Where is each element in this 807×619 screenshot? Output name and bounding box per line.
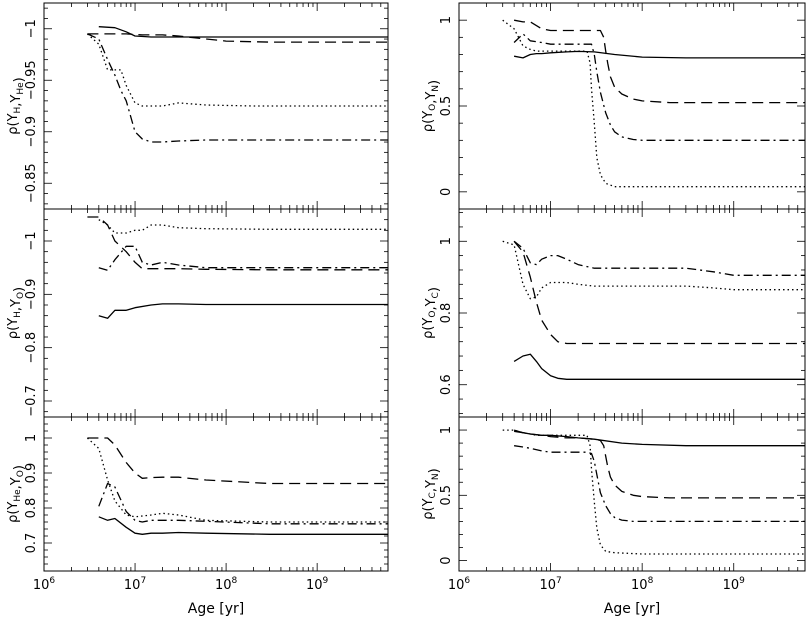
series-line-dashdot bbox=[513, 240, 805, 276]
series-line-solid bbox=[513, 50, 805, 59]
series-line-dotted bbox=[502, 19, 805, 188]
y-tick-label: 0 bbox=[439, 556, 454, 564]
series-line-solid bbox=[513, 353, 805, 380]
panel-right-1-frame bbox=[458, 2, 806, 210]
y-tick-label: −0.8 bbox=[24, 332, 39, 364]
x-tick-label: 109 bbox=[723, 576, 746, 593]
x-tick-label: 108 bbox=[215, 576, 238, 593]
y-tick-label: 0 bbox=[439, 188, 454, 196]
x-tick-label: 107 bbox=[539, 576, 561, 593]
y-tick-label: −1 bbox=[24, 231, 39, 250]
series-line-dotted bbox=[86, 437, 388, 523]
y-tick-label: −1 bbox=[24, 19, 39, 38]
x-tick-label: 106 bbox=[33, 576, 56, 593]
series-line-dashed bbox=[87, 33, 388, 43]
y-tick-label: 0.5 bbox=[439, 96, 454, 117]
y-tick-label: 0.9 bbox=[24, 463, 39, 484]
panel-right-1: 0 0.5 1 ρ(YO,YN) bbox=[421, 2, 806, 210]
x-tick-label: 106 bbox=[448, 576, 471, 593]
y-axis-label: ρ(YHe,YO) bbox=[6, 465, 27, 523]
y-tick-label: 1 bbox=[439, 237, 454, 245]
y-tick-label: 1 bbox=[439, 16, 454, 24]
y-tick-label: 1 bbox=[439, 426, 454, 434]
series-line-dashdot bbox=[98, 245, 388, 271]
y-axis-label: ρ(YH,YHe) bbox=[6, 77, 27, 135]
y-tick-label: −0.9 bbox=[24, 279, 39, 311]
panel-right-2: 0.6 0.8 1 ρ(YO,YC) bbox=[421, 208, 806, 418]
series-line-dashed bbox=[513, 429, 805, 499]
series-line-dashdot bbox=[87, 33, 388, 143]
x-axis-label-right: Age [yr] bbox=[604, 601, 661, 617]
panel-left-1: −1 −0.95 −0.9 −0.85 ρ(YH,YHe) bbox=[6, 2, 389, 210]
y-axis-label: ρ(YH,YO) bbox=[6, 287, 27, 339]
panel-left-3-frame bbox=[43, 416, 389, 572]
y-tick-label: −0.7 bbox=[24, 385, 39, 417]
series-line-solid bbox=[98, 303, 388, 319]
y-tick-label: 0.8 bbox=[439, 303, 454, 324]
y-tick-label: 1 bbox=[24, 434, 39, 442]
y-axis-label: ρ(YC,YN) bbox=[421, 468, 442, 519]
y-tick-label: 0.8 bbox=[24, 498, 39, 519]
panel-left-3: 106 107 108 109 0.7 0.8 0.9 1 ρ(YHe,YO) bbox=[6, 416, 389, 593]
y-tick-label: −0.85 bbox=[24, 163, 39, 203]
series-line-solid bbox=[98, 26, 388, 38]
series-line-dotted bbox=[502, 240, 805, 300]
series-line-dashed bbox=[87, 216, 388, 271]
y-tick-label: −0.95 bbox=[24, 60, 39, 100]
panel-right-3: 106 107 108 109 0 0.5 1 ρ(YC,YN) bbox=[421, 416, 806, 593]
x-tick-label: 107 bbox=[124, 576, 146, 593]
y-axis-label: ρ(YO,YN) bbox=[421, 80, 442, 132]
x-axis-label-left: Age [yr] bbox=[188, 601, 245, 617]
series-line-dashdot bbox=[513, 33, 805, 141]
panel-right-3-frame bbox=[458, 416, 806, 572]
panel-left-2-frame bbox=[43, 208, 389, 418]
y-tick-label: −0.9 bbox=[24, 116, 39, 148]
y-tick-label: 0.7 bbox=[24, 533, 39, 554]
series-line-dotted bbox=[502, 429, 805, 555]
series-line-solid bbox=[514, 430, 805, 447]
series-line-dashdot bbox=[98, 482, 388, 525]
series-line-dashed bbox=[513, 240, 805, 345]
series-line-dotted bbox=[98, 219, 388, 234]
y-tick-label: 0.6 bbox=[439, 374, 454, 395]
y-tick-label: 0.5 bbox=[439, 485, 454, 506]
panel-right-2-frame bbox=[458, 208, 806, 418]
series-line-solid bbox=[98, 516, 388, 535]
series-line-dashed bbox=[87, 437, 388, 485]
x-tick-label: 108 bbox=[631, 576, 654, 593]
x-tick-label: 109 bbox=[306, 576, 329, 593]
panel-left-2: −1 −0.9 −0.8 −0.7 ρ(YH,YO) bbox=[6, 208, 389, 418]
series-line-dotted bbox=[86, 33, 388, 107]
series-line-dashdot bbox=[514, 445, 805, 523]
y-axis-label: ρ(YO,YC) bbox=[421, 287, 442, 339]
series-line-dashed bbox=[513, 19, 805, 104]
